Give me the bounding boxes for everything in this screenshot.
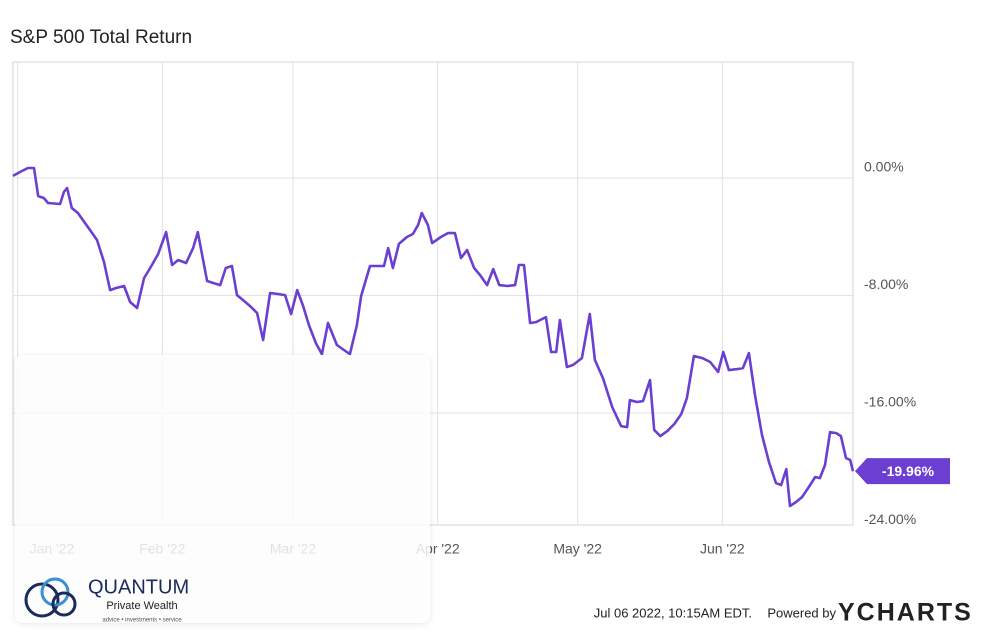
line-series <box>12 166 855 508</box>
footer-timestamp: Jul 06 2022, 10:15AM EDT. <box>594 605 752 620</box>
y-tick-label: 0.00% <box>864 159 904 175</box>
value-label-box <box>855 458 950 485</box>
x-tick-label: Jun '22 <box>700 541 745 557</box>
plot-frame <box>12 61 854 526</box>
logo-card <box>15 355 430 623</box>
x-tick-label: May '22 <box>553 541 602 557</box>
y-tick-label: -16.00% <box>864 394 916 410</box>
logo-icon <box>24 577 77 618</box>
footer-brand: YCHARTS <box>838 599 973 627</box>
logo-subtitle: Private Wealth <box>106 600 177 612</box>
logo-name: QUANTUM <box>88 576 189 598</box>
y-tick-label: -24.00% <box>864 511 916 527</box>
y-tick-label: -8.00% <box>864 276 908 292</box>
logo-tagline: advice • investments • service <box>102 618 182 624</box>
value-label: -19.96% <box>882 463 935 479</box>
chart-title: S&P 500 Total Return <box>10 27 192 48</box>
footer-powered: Powered by <box>767 605 836 620</box>
